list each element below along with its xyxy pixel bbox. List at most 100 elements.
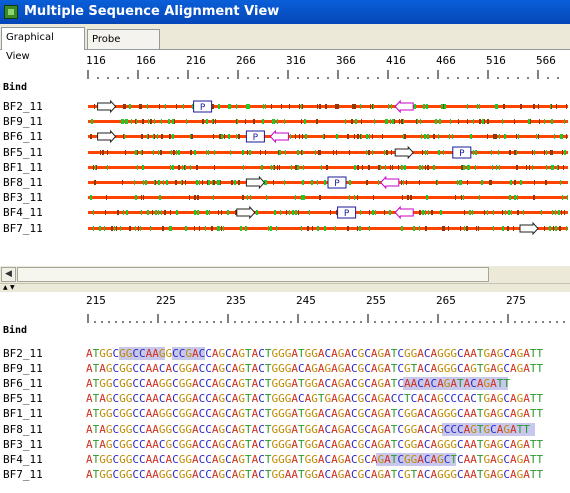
variant-mark (194, 195, 196, 201)
variant-mark (289, 104, 290, 109)
variant-mark (223, 225, 224, 231)
variant-mark (426, 104, 428, 109)
horizontal-scrollbar[interactable]: ◀ (0, 266, 570, 283)
variant-mark (562, 195, 563, 201)
scroll-left-button[interactable]: ◀ (1, 267, 16, 282)
sequence-track[interactable] (88, 191, 568, 205)
variant-mark (404, 164, 406, 170)
variant-mark (185, 180, 186, 185)
variant-mark (262, 119, 264, 125)
sequence-track[interactable] (88, 115, 568, 129)
variant-mark (317, 180, 318, 185)
sequence-row[interactable]: ATGGCGGCCAAGGCGGACCAGCAGTACTGGGATGGACAGA… (86, 377, 510, 391)
sequence-track[interactable]: P (88, 130, 568, 144)
variant-mark (155, 180, 156, 185)
reverse-primer-arrow-icon[interactable] (380, 175, 400, 190)
variant-mark (484, 119, 485, 125)
sequence-track[interactable]: P (88, 206, 568, 220)
reverse-primer-arrow-icon[interactable] (269, 130, 289, 144)
sequence-row[interactable]: ATAGCGGCCAACGCGGACCAGCAGTACTGGGATGGACAGA… (86, 437, 544, 451)
variant-mark (424, 134, 426, 140)
variant-mark (221, 210, 222, 216)
tab-probe-details[interactable]: Probe Details (87, 29, 160, 64)
sequence-row-label: BF9_11 (3, 362, 43, 376)
sequence-track[interactable]: P (88, 145, 568, 160)
variant-mark (471, 134, 472, 140)
variant-mark (208, 180, 210, 185)
variant-mark (148, 134, 149, 140)
variant-mark (260, 149, 261, 155)
sequence-row[interactable]: ATAGCGGCCAACACGGACCAGCAGTACTGGGACAGAGAGA… (86, 362, 544, 376)
variant-mark (560, 180, 561, 185)
forward-primer-arrow-icon[interactable] (236, 206, 256, 220)
bind-label: Bind (3, 82, 28, 93)
sequence-row[interactable]: ATGGCGGCCAACACGGACCAGCAGTACTGGGATGGACAGA… (86, 452, 544, 466)
reverse-primer-arrow-icon[interactable] (394, 206, 414, 220)
sequence-row[interactable]: ATAGCGGCCAACACGGACCAGCAGTACTGGGACAGTGAGA… (86, 392, 544, 406)
sequence-track[interactable]: P (88, 175, 568, 190)
sequence-row[interactable]: ATGGCGGCCAAGGCGGACCAGCAGTACTGGAATGGACAGA… (86, 467, 544, 481)
sequence-row[interactable]: ATGGCGGCCAAGGCGGACCAGCAGTACTGGGATGGACAGA… (86, 407, 544, 421)
variant-mark (135, 225, 136, 231)
variant-mark (238, 134, 240, 140)
forward-primer-arrow-icon[interactable] (245, 175, 266, 190)
variant-mark (368, 164, 370, 170)
tab-graphical-view[interactable]: Graphical View (1, 27, 85, 62)
variant-mark (205, 225, 206, 231)
variant-mark (413, 225, 415, 231)
probe-marker[interactable] (245, 130, 265, 143)
variant-mark (520, 104, 522, 109)
variant-mark (123, 134, 124, 140)
probe-marker[interactable] (452, 146, 472, 159)
probe-marker[interactable] (337, 206, 357, 219)
variant-mark (93, 210, 94, 216)
forward-primer-arrow-icon[interactable] (97, 130, 117, 144)
variant-mark (261, 164, 263, 170)
variant-mark (336, 134, 338, 140)
variant-mark (157, 134, 158, 140)
variant-mark (426, 195, 428, 201)
variant-mark (312, 225, 313, 231)
sequence-row[interactable]: ATAGCGGCCAAGGCGGACCAGCAGTACTGGGATGGACAGA… (86, 422, 530, 436)
probe-marker[interactable] (327, 176, 347, 189)
forward-primer-arrow-icon[interactable] (519, 221, 539, 235)
variant-mark (141, 134, 143, 140)
variant-mark (372, 149, 373, 155)
variant-mark (502, 225, 504, 231)
variant-mark (369, 225, 370, 231)
variant-mark (318, 149, 320, 155)
splitter-arrow-icon[interactable]: ▲ (3, 284, 8, 291)
variant-mark (190, 149, 192, 155)
variant-mark (361, 134, 362, 140)
sequence-track[interactable] (88, 221, 568, 236)
variant-mark (238, 180, 240, 185)
variant-mark (559, 225, 561, 231)
probe-marker[interactable] (193, 100, 213, 113)
variant-mark (299, 104, 300, 109)
variant-mark (503, 104, 505, 109)
variant-mark (359, 225, 361, 231)
scrollbar-thumb[interactable] (17, 267, 489, 282)
variant-mark (349, 149, 350, 155)
variant-mark (347, 225, 349, 231)
forward-primer-arrow-icon[interactable] (394, 145, 414, 159)
variant-mark (172, 164, 173, 170)
variant-mark (169, 225, 171, 231)
variant-mark (508, 210, 510, 216)
variant-mark (419, 180, 420, 185)
variant-mark (401, 164, 403, 170)
sequence-track[interactable] (88, 161, 568, 175)
sequence-row-label: BF6_11 (3, 377, 43, 391)
variant-mark (242, 149, 244, 155)
variant-mark (464, 210, 465, 216)
pane-splitter[interactable]: ▲ ▼ (0, 283, 570, 292)
variant-mark (302, 104, 303, 109)
splitter-arrow-icon[interactable]: ▼ (10, 284, 15, 291)
variant-mark (399, 119, 400, 125)
reverse-primer-arrow-icon[interactable] (394, 99, 414, 114)
variant-mark (493, 210, 494, 216)
variant-mark (493, 134, 495, 140)
sequence-track[interactable]: P (88, 99, 568, 114)
sequence-row[interactable]: ATGGCGGCCAAGGCCGACCAGCAGTACTGGGATGGACAGA… (86, 347, 544, 360)
forward-primer-arrow-icon[interactable] (97, 99, 117, 114)
